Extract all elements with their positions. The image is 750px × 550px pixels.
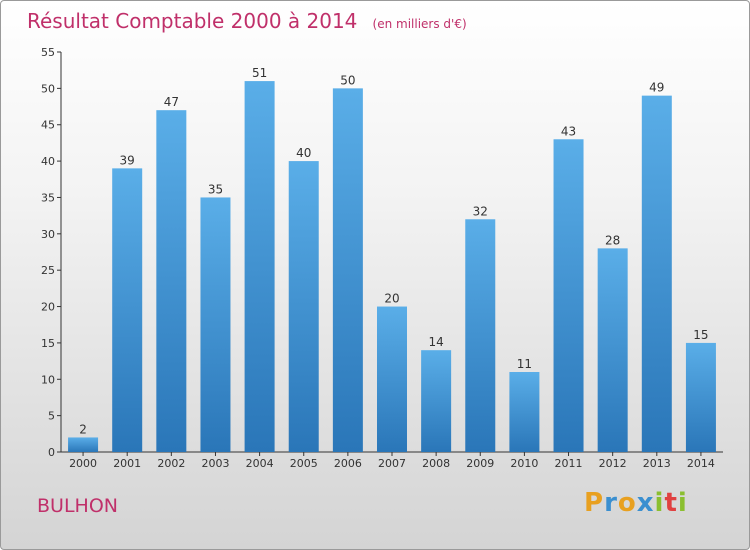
y-tick-label: 10 <box>41 373 55 386</box>
x-tick-label: 2007 <box>378 457 406 470</box>
logo-letter: P <box>584 488 605 518</box>
y-tick-label: 25 <box>41 264 55 277</box>
bar-value-label: 35 <box>208 182 223 196</box>
bar-2006 <box>332 88 363 452</box>
x-tick-label: 2003 <box>201 457 229 470</box>
x-tick-label: 2008 <box>422 457 450 470</box>
commune-name: BULHON <box>37 495 118 517</box>
bar-value-label: 50 <box>340 73 355 87</box>
bar-2004 <box>244 81 275 452</box>
x-tick-label: 2006 <box>334 457 362 470</box>
bar-value-label: 2 <box>79 422 87 436</box>
bar-value-label: 15 <box>693 328 708 342</box>
bar-2011 <box>553 139 584 453</box>
bar-2005 <box>288 161 319 452</box>
logo-letter: o <box>617 488 637 518</box>
bar-2013 <box>641 95 672 453</box>
bar-2012 <box>597 248 628 452</box>
bar-2002 <box>156 110 187 452</box>
y-tick-label: 15 <box>41 337 55 350</box>
chart-title: Résultat Comptable 2000 à 2014 (en milli… <box>27 9 467 33</box>
logo-letter: x <box>636 488 655 518</box>
bar-2003 <box>200 197 231 452</box>
bar-2000 <box>68 437 99 452</box>
x-tick-label: 2001 <box>113 457 141 470</box>
chart-title-main: Résultat Comptable 2000 à 2014 <box>27 9 358 33</box>
y-tick-label: 40 <box>41 155 55 168</box>
x-tick-label: 2002 <box>157 457 185 470</box>
bar-2008 <box>421 350 452 452</box>
chart-title-unit: (en milliers d'€) <box>372 17 467 31</box>
x-tick-label: 2012 <box>599 457 627 470</box>
y-tick-label: 5 <box>48 410 55 423</box>
y-tick-label: 35 <box>41 191 55 204</box>
bar-value-label: 47 <box>164 95 179 109</box>
x-tick-label: 2011 <box>555 457 583 470</box>
bar-value-label: 14 <box>428 335 443 349</box>
proxiti-logo: Proxiti <box>584 488 688 518</box>
x-tick-label: 2000 <box>69 457 97 470</box>
y-tick-label: 45 <box>41 119 55 132</box>
x-tick-label: 2014 <box>687 457 715 470</box>
y-tick-label: 55 <box>41 46 55 59</box>
bar-value-label: 20 <box>384 292 399 306</box>
y-tick-label: 20 <box>41 301 55 314</box>
x-tick-label: 2005 <box>290 457 318 470</box>
bar-2001 <box>112 168 143 452</box>
bar-2014 <box>685 342 716 452</box>
logo-letter: t <box>664 488 678 518</box>
bar-value-label: 28 <box>605 233 620 247</box>
logo-letter: i <box>654 488 665 518</box>
y-tick-label: 30 <box>41 228 55 241</box>
bar-value-label: 51 <box>252 66 267 80</box>
bar-value-label: 32 <box>473 204 488 218</box>
bar-value-label: 49 <box>649 81 664 95</box>
x-tick-label: 2010 <box>510 457 538 470</box>
y-tick-label: 0 <box>48 446 55 459</box>
x-tick-label: 2013 <box>643 457 671 470</box>
bar-value-label: 39 <box>120 153 135 167</box>
x-tick-label: 2009 <box>466 457 494 470</box>
bar-2010 <box>509 372 540 452</box>
bar-2009 <box>465 219 496 452</box>
x-tick-label: 2004 <box>246 457 274 470</box>
bar-2007 <box>377 306 407 452</box>
y-tick-label: 50 <box>41 82 55 95</box>
logo-letter: i <box>677 488 688 518</box>
bar-value-label: 11 <box>517 357 532 371</box>
bar-value-label: 40 <box>296 146 311 160</box>
bar-value-label: 43 <box>561 124 576 138</box>
logo-letter: r <box>604 488 618 518</box>
